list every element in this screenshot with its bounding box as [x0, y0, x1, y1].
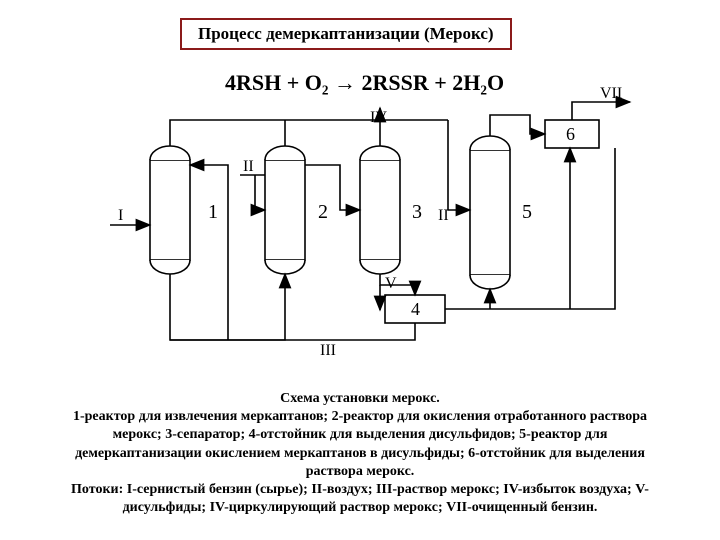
settler-6-label: 6	[566, 124, 575, 144]
settler-4-label: 4	[411, 299, 420, 319]
reactor-5: 5	[470, 136, 532, 289]
stream-VII-line	[572, 102, 630, 120]
line-1-top	[170, 120, 448, 146]
stream-V-label: V	[385, 275, 397, 292]
stream-II-label-a: II	[243, 158, 254, 175]
stream-II-label-b: II	[438, 207, 449, 224]
stream-I-label: I	[118, 207, 123, 224]
caption-streams: Потоки: I-сернистый бензин (сырье); II-в…	[60, 481, 660, 517]
stream-IV-label: IV	[370, 109, 387, 126]
process-diagram: 1 2 3 5 4 6 I II IV	[0, 0, 720, 360]
line-III-to-1	[190, 165, 228, 340]
line-2-to-3	[305, 165, 360, 210]
stream-VII-label: VII	[600, 85, 622, 102]
stream-III-label: III	[320, 342, 336, 359]
settler-6: 6	[545, 120, 599, 148]
reactor-5-label: 5	[522, 201, 532, 223]
stream-II-line-b	[448, 175, 470, 210]
reactor-3: 3	[360, 146, 422, 274]
line-4-to-III	[170, 323, 415, 340]
reactor-3-label: 3	[412, 201, 422, 223]
reactor-1-label: 1	[208, 201, 218, 223]
caption-body: 1-реактор для извлечения меркаптанов; 2-…	[60, 408, 660, 481]
settler-4: 4	[385, 295, 445, 323]
caption-block: Схема установки мерокс. 1-реактор для из…	[60, 390, 660, 517]
reactor-2-label: 2	[318, 201, 328, 223]
stream-II-line-a	[255, 175, 265, 210]
caption-title: Схема установки мерокс.	[60, 390, 660, 408]
line-5-to-6	[490, 115, 545, 136]
